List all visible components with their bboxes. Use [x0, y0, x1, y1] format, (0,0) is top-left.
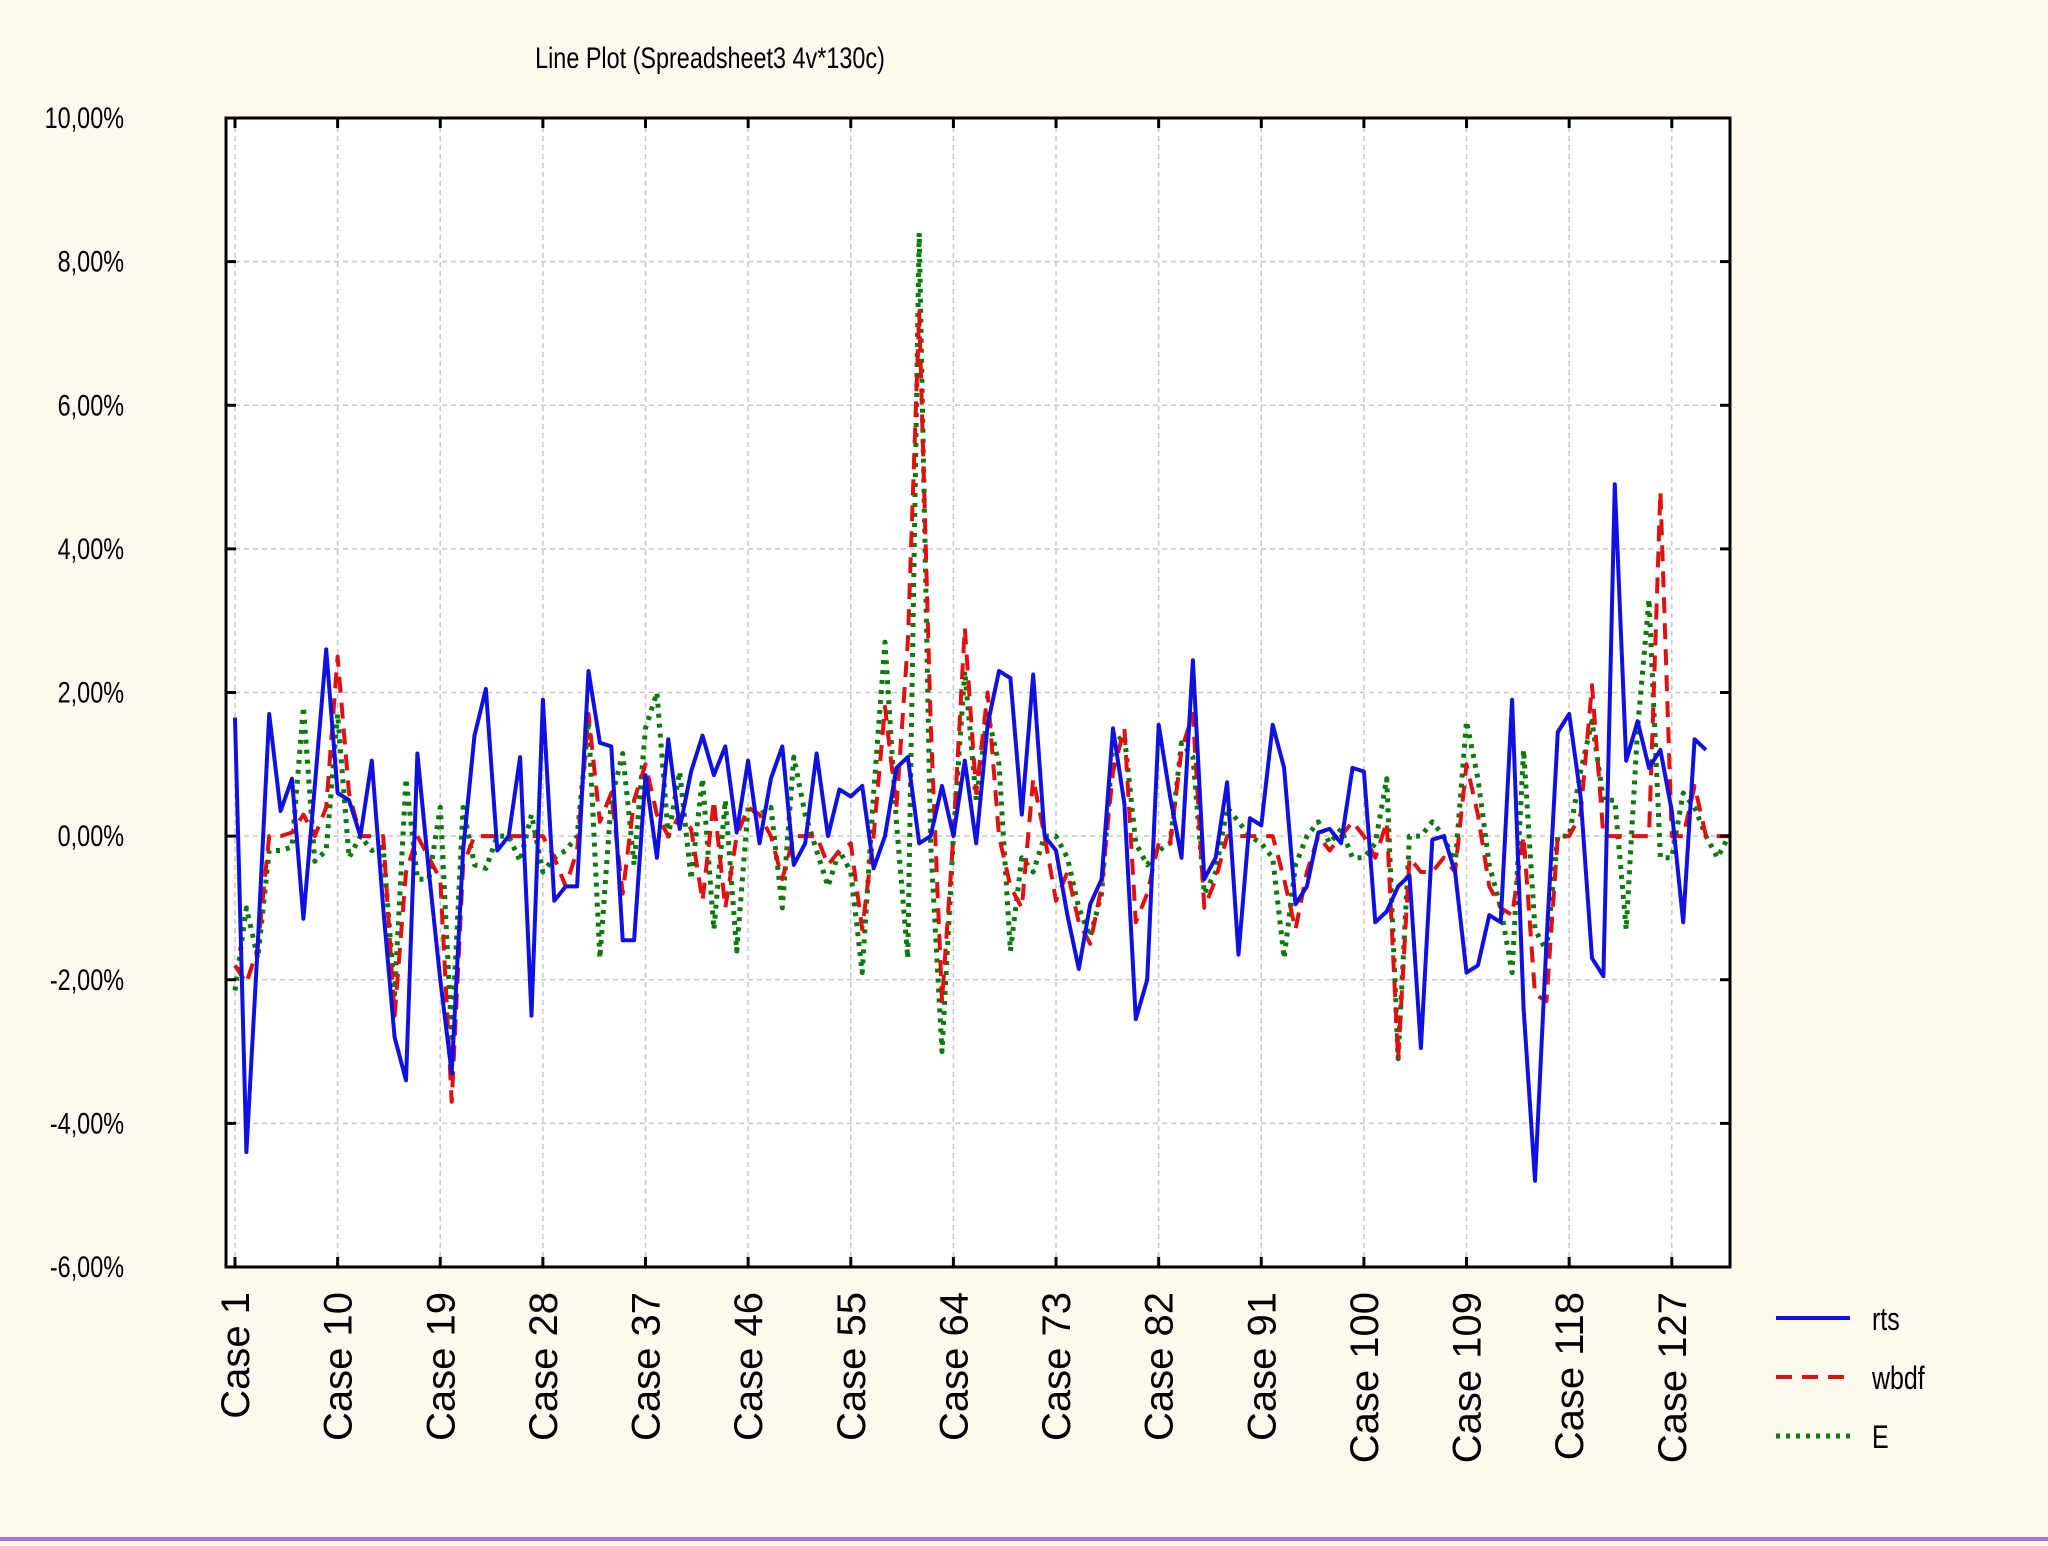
y-tick-label: -4,00%	[50, 1107, 124, 1140]
x-tick-label: Case 64	[932, 1292, 976, 1441]
x-tick-label: Case 28	[522, 1292, 566, 1441]
y-tick-label: 6,00%	[58, 388, 124, 421]
y-tick-label: 8,00%	[58, 245, 124, 278]
series-line-wbdf	[233, 309, 1729, 1104]
y-tick-label: -6,00%	[50, 1250, 124, 1283]
x-axis: Case 1 Case 10 Case 19 Case 28 Case 37 Case 4…	[214, 118, 1695, 1463]
x-tick-label: Case 91	[1240, 1292, 1284, 1441]
x-tick-label: Case 1	[214, 1292, 258, 1419]
x-tick-label: Case 46	[727, 1292, 771, 1441]
window-bottom-border	[0, 1537, 2048, 1541]
series-line-rts	[233, 482, 1708, 1183]
y-axis: -6,00% -4,00% -2,00% 0,00% 2,00% 4,00% 6,00% 8,…	[45, 101, 1730, 1284]
x-tick-label: Case 127	[1651, 1292, 1695, 1463]
series-layer	[232, 230, 1732, 1183]
legend-label-rts: rts	[1872, 1302, 1900, 1338]
grid-lines	[226, 117, 1730, 1268]
x-tick-label: Case 118	[1548, 1292, 1592, 1460]
y-tick-label: 2,00%	[58, 676, 124, 709]
legend: rts wbdf E	[1776, 1302, 1926, 1456]
x-tick-label: Case 55	[830, 1292, 874, 1441]
x-tick-label: Case 100	[1343, 1292, 1387, 1463]
x-tick-label: Case 73	[1035, 1292, 1079, 1441]
x-tick-label: Case 109	[1446, 1292, 1490, 1463]
legend-label-E: E	[1872, 1420, 1889, 1456]
legend-label-wbdf: wbdf	[1871, 1361, 1925, 1397]
y-tick-label: -2,00%	[50, 963, 124, 996]
series-line-E	[232, 230, 1732, 1062]
x-tick-label: Case 10	[317, 1292, 361, 1441]
x-tick-label: Case 37	[625, 1292, 669, 1441]
y-tick-label: 10,00%	[45, 101, 124, 134]
x-tick-label: Case 19	[419, 1292, 463, 1441]
y-tick-label: 0,00%	[58, 819, 124, 852]
x-tick-label: Case 82	[1138, 1292, 1182, 1441]
chart-title: Line Plot (Spreadsheet3 4v*130c)	[535, 41, 885, 74]
y-tick-label: 4,00%	[58, 532, 124, 565]
